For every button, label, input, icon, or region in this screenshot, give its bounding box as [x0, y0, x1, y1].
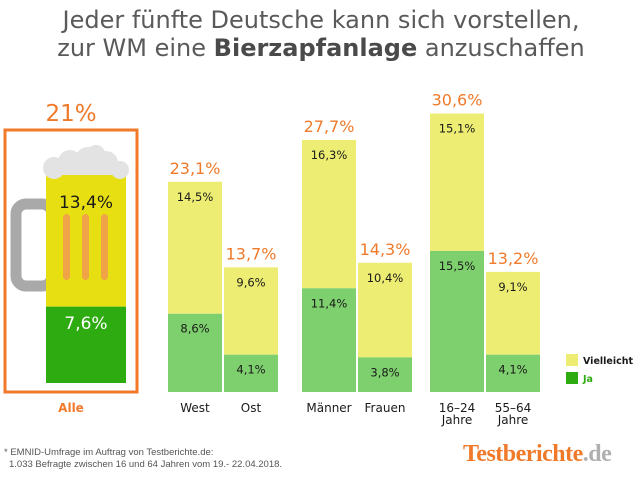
mug-stripe-1 — [63, 214, 70, 280]
mug-stripe-2 — [82, 214, 89, 280]
bar-vielleicht-0 — [168, 181, 222, 314]
highlight-frame — [3, 128, 139, 394]
mug-stripe-3 — [101, 214, 108, 280]
bar-vielleicht-label-0: 14,5% — [177, 190, 214, 204]
bar-ja-2 — [302, 288, 356, 392]
bar-ja-label-0: 8,6% — [180, 322, 209, 336]
bar-ja-5 — [486, 354, 540, 392]
bar-ja-0 — [168, 313, 222, 392]
legend-swatch-0 — [566, 354, 578, 366]
legend-label-1: Ja — [582, 374, 593, 385]
bar-vielleicht-label-4: 15,1% — [439, 122, 476, 136]
bar-ja-4 — [430, 250, 484, 392]
bar-category-label-1: Ost — [241, 401, 262, 415]
title-line-2: zur WM eine Bierzapfanlage anzuschaffen — [0, 34, 642, 62]
bar-vielleicht-label-3: 10,4% — [367, 271, 404, 285]
brand-logo: Testberichte.de — [463, 441, 612, 468]
highlight-bar-ja — [46, 306, 126, 383]
legend-swatch-1 — [566, 372, 578, 384]
title-line-1: Jeder fünfte Deutsche kann sich vorstell… — [62, 6, 580, 34]
bar-total-label-5: 13,2% — [488, 249, 539, 268]
footnote-line-2: 1.033 Befragte zwischen 16 und 64 Jahren… — [9, 459, 283, 470]
bar-category-label-3: Frauen — [365, 401, 406, 415]
bar-vielleicht-5 — [486, 271, 540, 355]
mug-foam-base — [46, 165, 126, 175]
legend-label-0: Vielleicht — [583, 356, 633, 367]
highlight-category-label: Alle — [58, 401, 84, 415]
bar-ja-label-4: 15,5% — [439, 259, 476, 273]
bar-ja-label-2: 11,4% — [311, 296, 348, 310]
bar-ja-label-3: 3,8% — [370, 365, 399, 379]
footnote: * EMNID-Umfrage im Auftrag von Testberic… — [4, 447, 282, 471]
bar-category-label-5-line2: Jahre — [497, 413, 529, 427]
highlight-vielleicht-label: 13,4% — [59, 193, 113, 213]
title-prefix: zur WM eine — [57, 34, 214, 62]
bar-category-label-4: 16–24 — [439, 401, 476, 415]
title-suffix: anzuschaffen — [417, 34, 585, 62]
bar-vielleicht-label-2: 16,3% — [311, 148, 348, 162]
bar-vielleicht-label-5: 9,1% — [498, 280, 527, 294]
chart-title: Jeder fünfte Deutsche kann sich vorstell… — [0, 6, 642, 62]
bar-ja-1 — [224, 354, 278, 392]
bar-vielleicht-label-1: 9,6% — [236, 275, 265, 289]
bar-total-label-3: 14,3% — [360, 240, 411, 259]
bar-ja-label-1: 4,1% — [236, 363, 265, 377]
bar-total-label-4: 30,6% — [432, 91, 483, 110]
bar-category-label-4-line2: Jahre — [441, 413, 473, 427]
mug-foam-6 — [87, 145, 105, 163]
bar-ja-label-5: 4,1% — [498, 363, 527, 377]
bar-ja-3 — [358, 357, 412, 392]
title-bold: Bierzapfanlage — [213, 34, 418, 62]
bar-total-label-1: 13,7% — [226, 244, 277, 263]
bar-total-label-2: 27,7% — [304, 117, 355, 136]
bar-category-label-0: West — [180, 401, 210, 415]
bar-category-label-5: 55–64 — [495, 401, 532, 415]
highlight-total-label: 21% — [45, 101, 96, 127]
highlight-ja-label: 7,6% — [64, 314, 107, 334]
bar-vielleicht-3 — [358, 262, 412, 358]
brand-name: Testberichte — [463, 441, 583, 467]
bar-vielleicht-1 — [224, 267, 278, 355]
footnote-line-1: * EMNID-Umfrage im Auftrag von Testberic… — [4, 447, 214, 458]
bar-total-label-0: 23,1% — [170, 159, 221, 178]
bar-category-label-2: Männer — [306, 401, 351, 415]
brand-tld: .de — [582, 441, 612, 467]
bar-vielleicht-4 — [430, 113, 484, 251]
bar-vielleicht-2 — [302, 139, 356, 289]
